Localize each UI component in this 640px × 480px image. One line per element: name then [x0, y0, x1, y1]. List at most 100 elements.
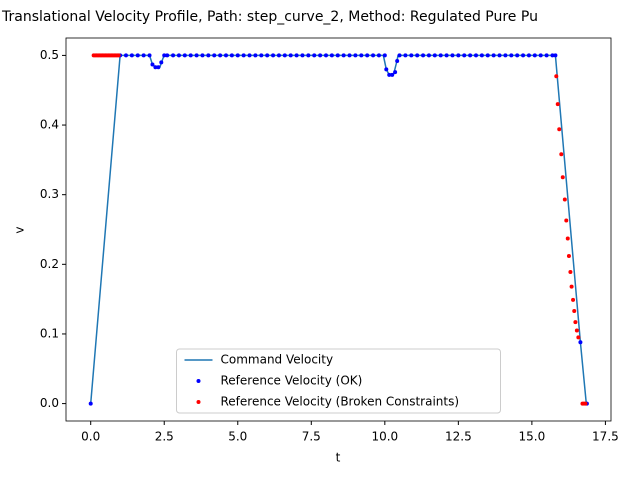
point	[241, 53, 246, 58]
point	[571, 297, 576, 302]
point	[526, 53, 531, 58]
point	[569, 284, 574, 289]
point	[574, 328, 579, 333]
point	[509, 53, 514, 58]
x-tick-label: 15.0	[519, 430, 546, 444]
x-tick-label: 12.5	[445, 430, 472, 444]
point	[371, 53, 376, 58]
point	[288, 53, 293, 58]
point	[153, 65, 158, 70]
point	[229, 53, 234, 58]
point	[479, 53, 484, 58]
legend-label: Reference Velocity (OK)	[221, 374, 363, 388]
point	[124, 53, 128, 58]
legend-box	[176, 348, 501, 414]
point	[403, 53, 408, 58]
legend-label: Command Velocity	[221, 353, 334, 367]
point	[324, 53, 328, 58]
point	[382, 53, 387, 58]
point	[312, 53, 317, 58]
x-tick-label: 0.0	[81, 430, 100, 444]
point	[578, 340, 583, 345]
point	[568, 269, 573, 274]
point	[538, 53, 543, 58]
point	[294, 53, 299, 58]
point	[485, 53, 490, 58]
chart-title: Translational Velocity Profile, Path: st…	[1, 9, 538, 25]
x-tick-label: 17.5	[592, 430, 619, 444]
point	[432, 53, 437, 58]
legend-label: Reference Velocity (Broken Constraints)	[221, 395, 460, 409]
point	[347, 53, 352, 58]
point	[426, 53, 431, 58]
point	[218, 53, 223, 58]
point	[559, 152, 564, 157]
point	[165, 53, 170, 58]
point	[194, 53, 199, 58]
point	[329, 53, 334, 58]
x-tick-label: 2.5	[155, 430, 174, 444]
x-axis-label: t	[336, 451, 341, 465]
point	[503, 53, 508, 58]
point	[560, 175, 565, 180]
point	[474, 53, 478, 58]
y-tick-label: 0.3	[40, 187, 59, 201]
point	[562, 197, 567, 202]
point	[206, 53, 211, 58]
x-tick-label: 7.5	[302, 430, 321, 444]
point	[162, 53, 167, 58]
point	[200, 53, 205, 58]
point	[450, 53, 455, 58]
point	[554, 74, 559, 79]
point	[456, 53, 461, 58]
point	[421, 53, 426, 58]
point	[555, 102, 560, 107]
point	[393, 70, 398, 75]
point	[224, 53, 228, 58]
point	[318, 53, 323, 58]
point	[532, 53, 537, 58]
point	[129, 53, 134, 58]
y-tick-label: 0.5	[40, 48, 59, 62]
point	[141, 53, 146, 58]
point	[306, 53, 311, 58]
point	[521, 53, 526, 58]
point	[335, 53, 340, 58]
point	[247, 53, 252, 58]
y-axis-label: v	[13, 226, 27, 233]
legend: Command Velocity Reference Velocity (OK) R…	[176, 348, 501, 414]
legend-swatch	[196, 379, 201, 383]
point	[147, 53, 152, 58]
point	[415, 53, 420, 58]
x-tick-label: 10.0	[371, 430, 398, 444]
point	[387, 72, 392, 77]
point	[515, 53, 520, 58]
x-tick-label: 5.0	[228, 430, 247, 444]
y-tick-label: 0.1	[40, 326, 59, 340]
point	[353, 53, 358, 58]
point	[583, 401, 588, 406]
point	[265, 53, 270, 58]
point	[468, 53, 473, 58]
point	[409, 53, 414, 58]
point	[282, 53, 287, 58]
point	[576, 335, 581, 340]
point	[462, 53, 467, 58]
point	[573, 320, 578, 325]
point	[565, 236, 570, 241]
point	[564, 218, 569, 223]
point	[395, 58, 400, 63]
point	[271, 53, 276, 58]
point	[566, 253, 571, 258]
point	[390, 72, 395, 77]
point	[384, 67, 389, 72]
point	[159, 60, 164, 65]
point	[341, 53, 346, 58]
point	[135, 53, 140, 58]
point	[438, 53, 443, 58]
point	[397, 53, 402, 58]
point	[212, 53, 217, 58]
point	[116, 53, 121, 58]
point	[557, 127, 562, 132]
point	[300, 53, 305, 58]
